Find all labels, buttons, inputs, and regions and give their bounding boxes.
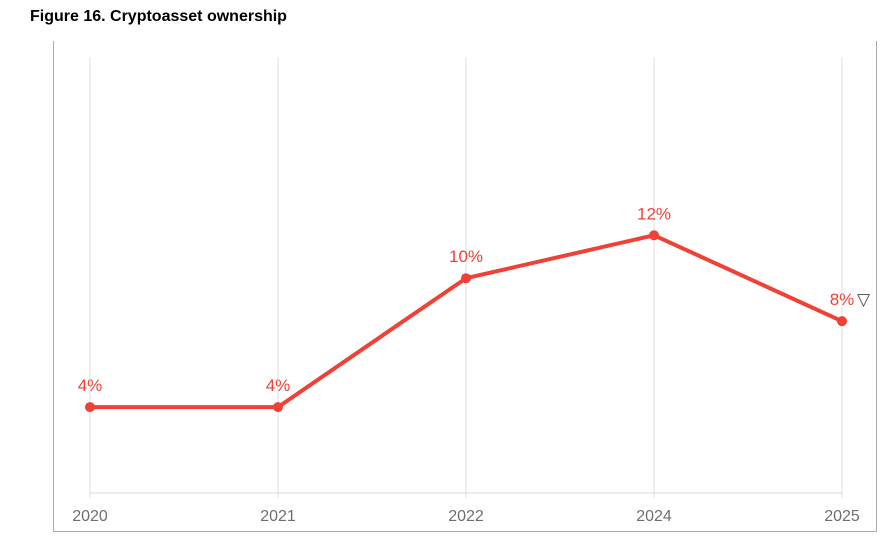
x-tick-label: 2020 <box>72 508 108 525</box>
x-tick-label: 2021 <box>260 508 296 525</box>
data-label: 12% <box>637 204 671 223</box>
data-label: 8% <box>830 290 855 309</box>
data-point <box>85 402 95 413</box>
x-tick-label: 2024 <box>636 508 672 525</box>
line-chart-canvas: 4% 4% 10% 12% 8% ▽ 2020 2021 2022 2024 2025 <box>72 57 871 525</box>
data-point <box>649 230 659 241</box>
data-point <box>273 402 283 413</box>
data-point <box>837 316 847 327</box>
data-point <box>461 273 471 284</box>
x-tick-label: 2025 <box>824 508 860 525</box>
crypto-ownership-chart: 4% 4% 10% 12% 8% ▽ 2020 2021 2022 2024 2025 <box>53 41 877 532</box>
x-tick-label: 2022 <box>448 508 484 525</box>
data-label: 4% <box>266 376 291 395</box>
data-label: 4% <box>78 376 103 395</box>
figure-title: Figure 16. Cryptoasset ownership <box>30 8 287 25</box>
data-label: 10% <box>449 247 483 266</box>
triangle-down-icon: ▽ <box>857 290 871 309</box>
